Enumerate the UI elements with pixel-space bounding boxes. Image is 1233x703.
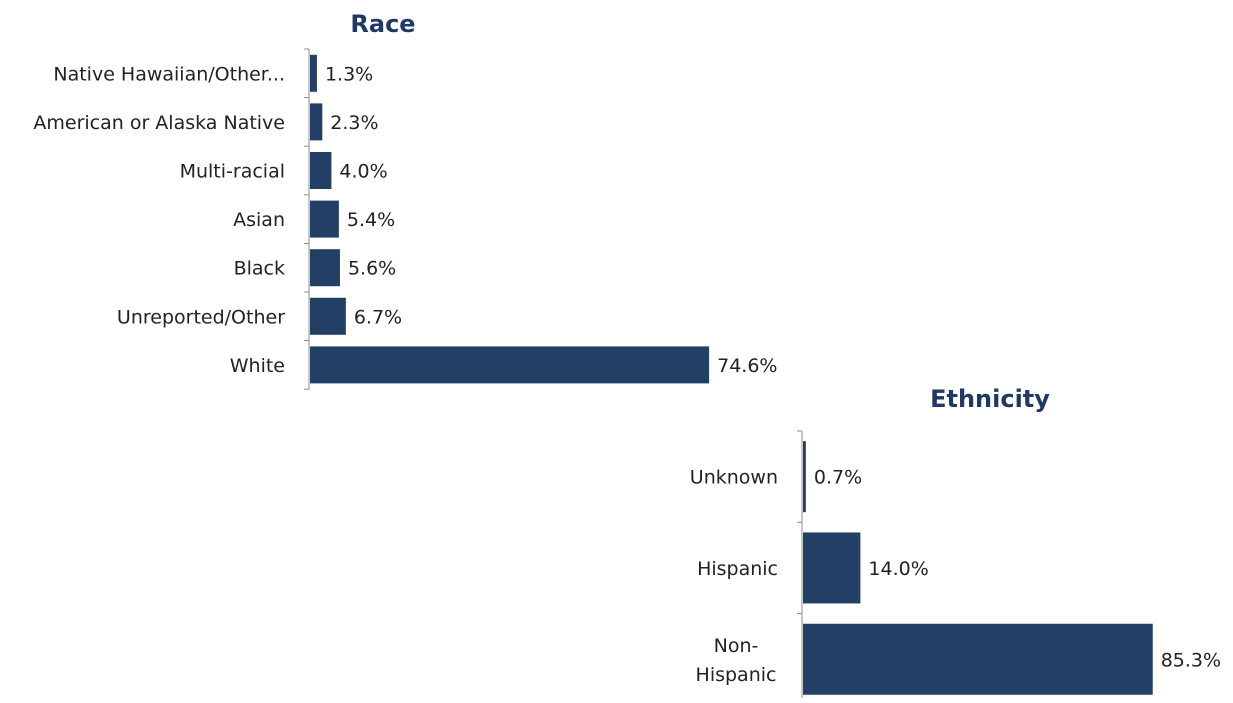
ethnicity-category-label: Unknown bbox=[690, 467, 778, 489]
race-chart: Race Native Hawaiian/Other... 1.3% America… bbox=[33, 10, 777, 390]
race-category-label: Native Hawaiian/Other... bbox=[53, 63, 285, 85]
race-category-label: Black bbox=[234, 258, 285, 280]
ethnicity-category-label: Non-Hispanic bbox=[696, 635, 777, 686]
ethnicity-chart-title: Ethnicity bbox=[930, 385, 1050, 413]
ethnicity-bar bbox=[803, 532, 861, 604]
race-value-label: 2.3% bbox=[330, 112, 378, 134]
race-value-label: 6.7% bbox=[354, 306, 402, 328]
race-value-label: 1.3% bbox=[325, 63, 373, 85]
race-value-label: 4.0% bbox=[339, 161, 387, 183]
ethnicity-category-label: Hispanic bbox=[697, 558, 778, 580]
race-bar bbox=[310, 200, 339, 238]
ethnicity-value-label: 0.7% bbox=[814, 467, 862, 489]
ethnicity-value-label: 85.3% bbox=[1161, 649, 1221, 671]
race-bar bbox=[310, 249, 340, 287]
race-category-label: Multi-racial bbox=[180, 161, 285, 183]
race-category-label: Unreported/Other bbox=[117, 306, 285, 328]
race-value-label: 74.6% bbox=[717, 355, 777, 377]
ethnicity-chart: Ethnicity Unknown 0.7% Hispanic 14.0% Non-Hi… bbox=[690, 385, 1221, 703]
race-chart-title: Race bbox=[350, 10, 415, 38]
race-bar bbox=[310, 152, 332, 189]
race-bar bbox=[310, 346, 710, 384]
ethnicity-bar bbox=[803, 623, 1153, 695]
race-category-label: American or Alaska Native bbox=[33, 112, 285, 134]
race-bar bbox=[310, 103, 323, 141]
race-value-label: 5.4% bbox=[347, 209, 395, 231]
race-category-label: White bbox=[230, 355, 285, 377]
race-value-label: 5.6% bbox=[348, 258, 396, 280]
ethnicity-bar bbox=[803, 441, 806, 513]
race-bar bbox=[310, 297, 346, 335]
race-bar bbox=[310, 54, 317, 92]
ethnicity-value-label: 14.0% bbox=[868, 558, 928, 580]
race-category-label: Asian bbox=[233, 209, 285, 231]
